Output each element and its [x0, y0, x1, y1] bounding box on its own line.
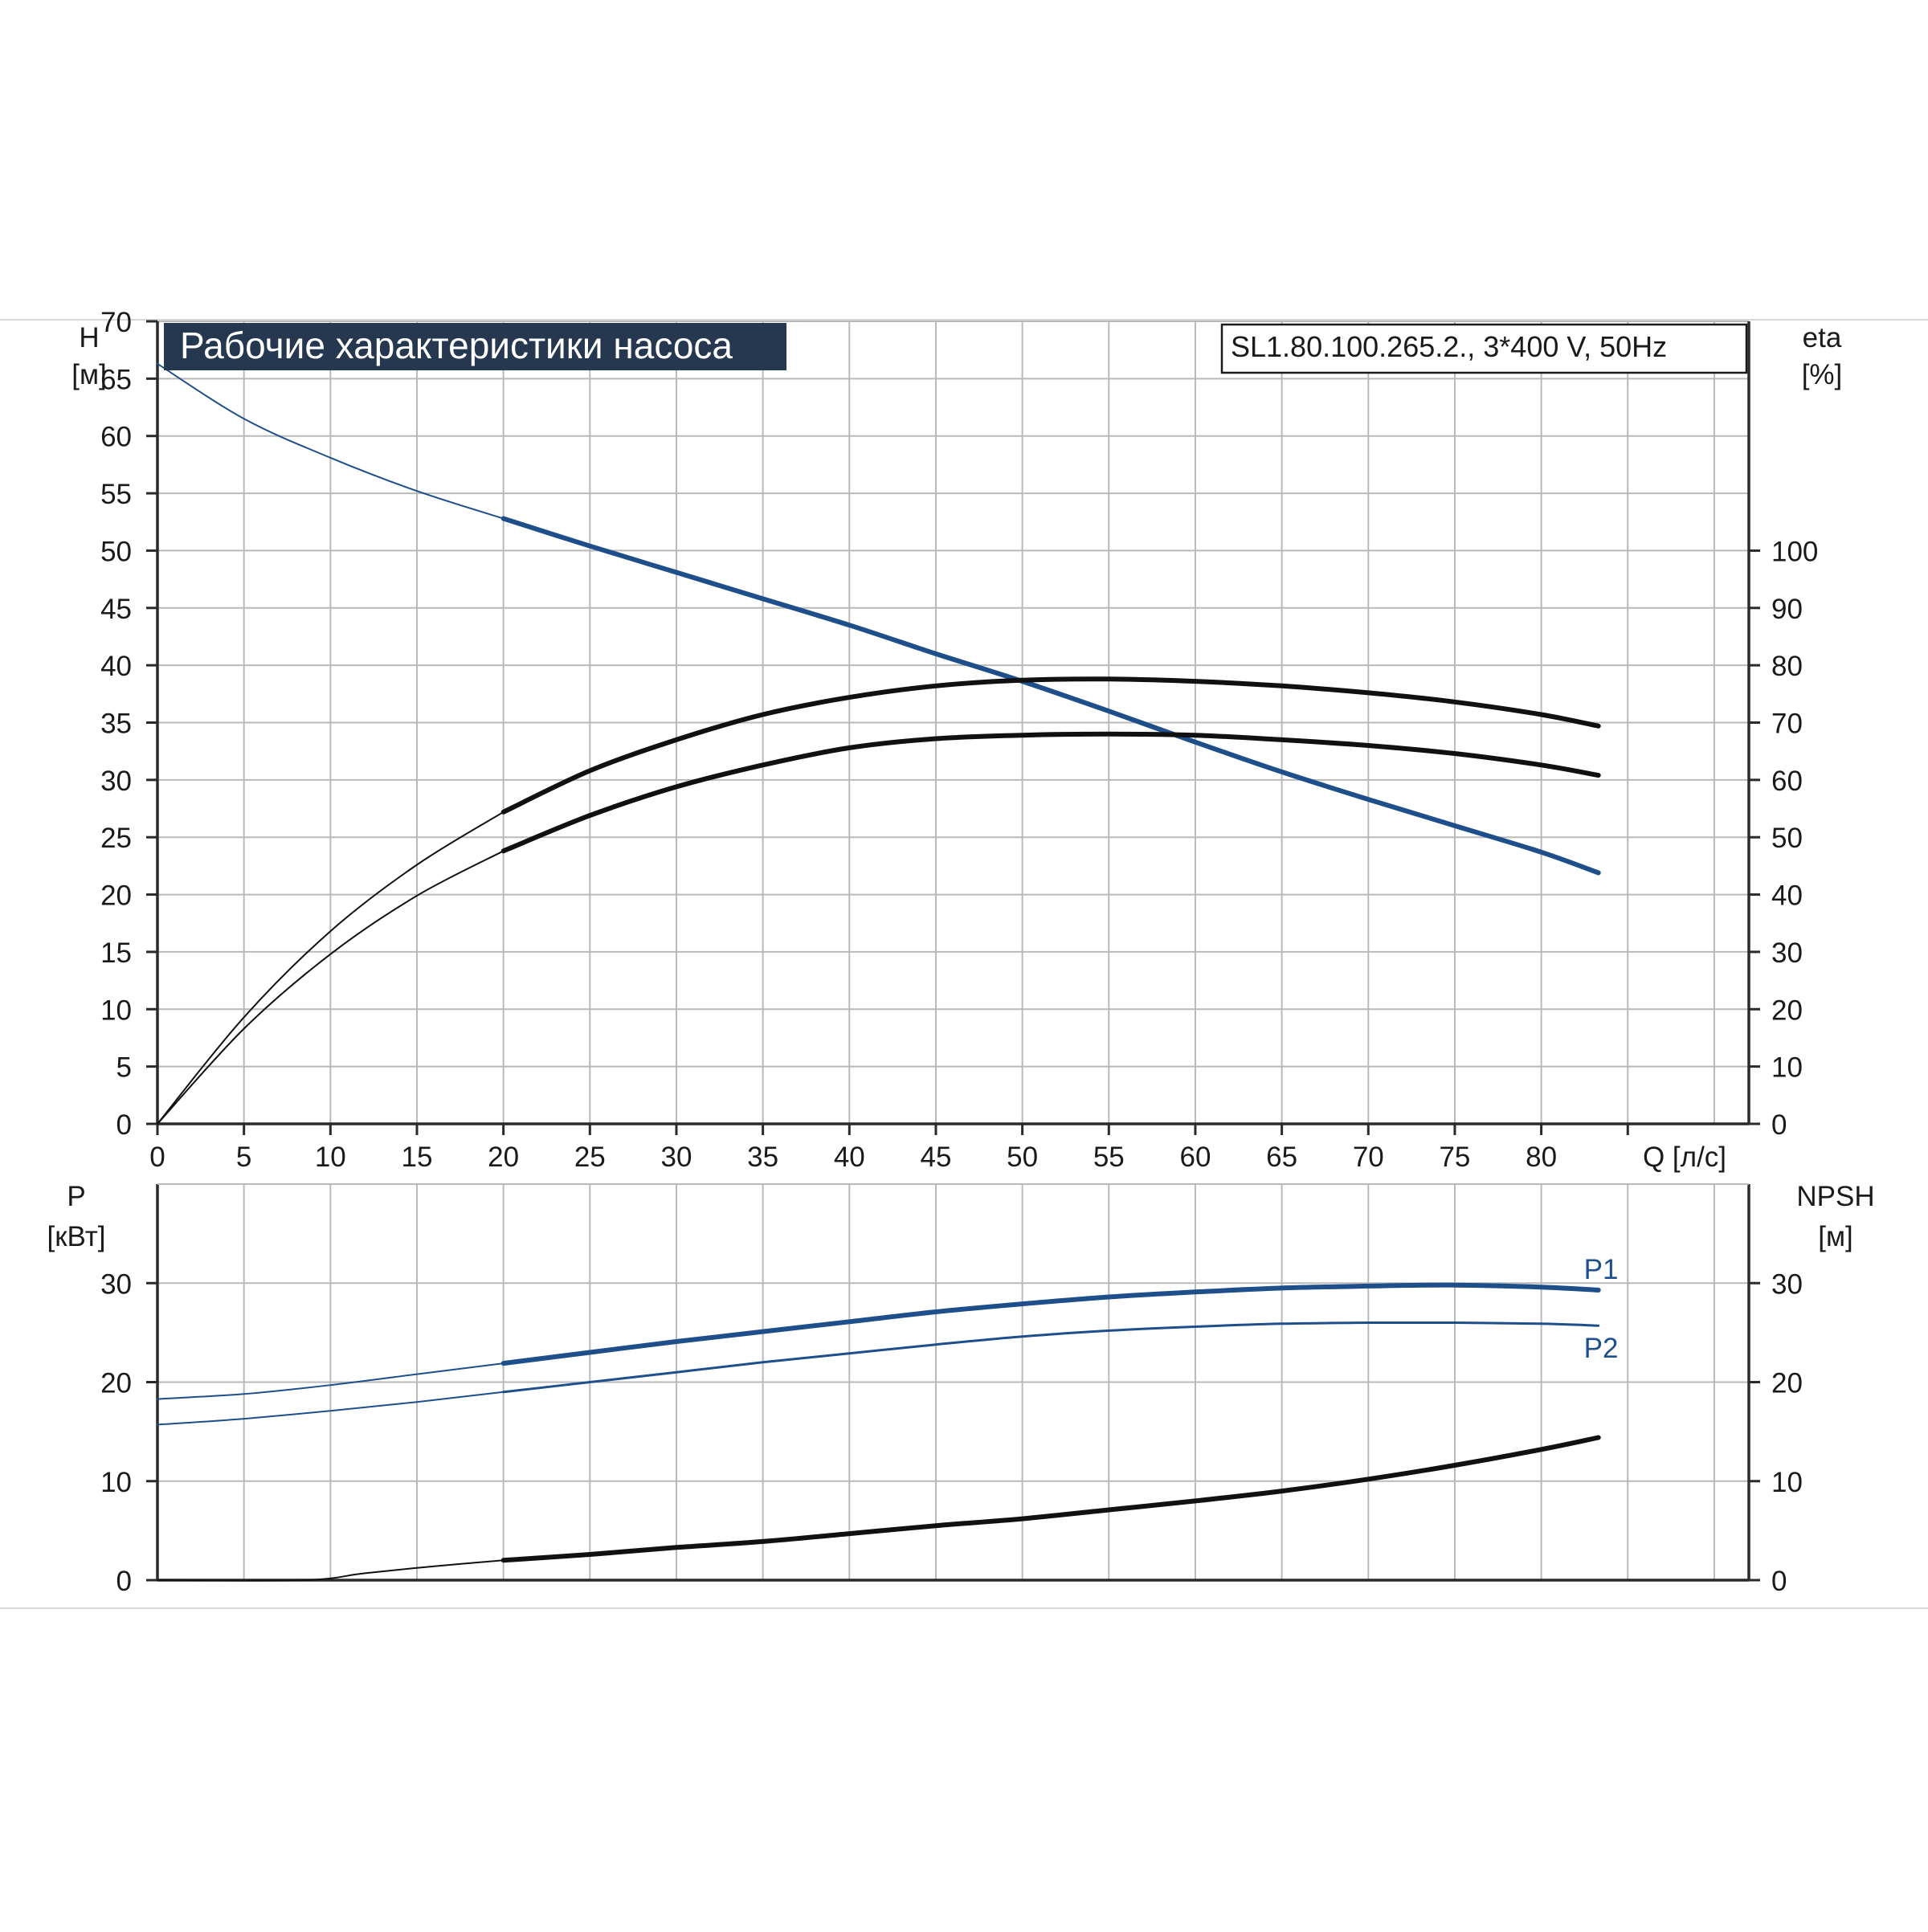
p-axis-unit: [кВт]	[47, 1221, 106, 1252]
grid	[157, 321, 1749, 1580]
q-tick-label: 5	[236, 1142, 251, 1173]
q-tick-label: 20	[488, 1142, 519, 1173]
model-box-border	[1220, 323, 1748, 374]
p2-curve-extrapolated	[157, 1391, 504, 1426]
q-tick-label: 50	[1007, 1142, 1038, 1173]
q-tick-label: 60	[1179, 1142, 1211, 1173]
chart-title-box: Рабочие характеристики насоса	[164, 323, 786, 370]
title-background	[164, 323, 786, 370]
q-tick-label: 70	[1353, 1142, 1384, 1173]
h-tick-label: 5	[116, 1052, 132, 1084]
eta-tick-label: 40	[1771, 880, 1803, 912]
h-tick-label: 35	[100, 709, 132, 740]
q-tick-label: 35	[747, 1142, 778, 1173]
tick-labels: 0510152025303540455055606570010203040506…	[100, 307, 1818, 1597]
q-tick-label: 0	[149, 1142, 165, 1173]
h-tick-label: 30	[100, 766, 132, 797]
npsh-axis-title: NPSH	[1796, 1181, 1874, 1212]
eta-tick-label: 20	[1771, 995, 1803, 1026]
h-tick-label: 60	[100, 422, 132, 453]
q-tick-label: 30	[661, 1142, 692, 1173]
axes	[146, 320, 1760, 1582]
p-tick-label: 10	[100, 1467, 132, 1498]
h-axis-unit: [м]	[71, 359, 107, 390]
q-tick-label: 45	[920, 1142, 951, 1173]
eta-tick-label: 100	[1771, 536, 1818, 567]
p-tick-label: 20	[100, 1368, 132, 1399]
eta-tick-label: 0	[1771, 1109, 1787, 1141]
npsh-tick-label: 0	[1771, 1566, 1787, 1597]
h-tick-label: 40	[100, 651, 132, 682]
h-tick-label: 0	[116, 1109, 132, 1141]
h-tick-label: 50	[100, 536, 132, 567]
eta-tick-label: 90	[1771, 594, 1803, 625]
eta_upper-curve	[500, 676, 1601, 815]
eta-tick-label: 70	[1771, 709, 1803, 740]
h-curve	[500, 516, 1601, 876]
model-box: SL1.80.100.265.2., 3*400 V, 50Hz	[1220, 323, 1748, 374]
q-tick-label: 40	[834, 1142, 865, 1173]
p1-curve	[500, 1282, 1601, 1366]
axis-titles: H [м] eta [%] Q [л/с] P [кВт] NPSH [м]	[47, 322, 1875, 1252]
h-tick-label: 25	[100, 823, 132, 854]
eta-tick-label: 80	[1771, 651, 1803, 682]
q-tick-label: 65	[1266, 1142, 1297, 1173]
p2-curve	[502, 1321, 1600, 1394]
eta-tick-label: 10	[1771, 1052, 1803, 1084]
h-tick-label: 55	[100, 479, 132, 510]
p-axis-title: P	[67, 1181, 85, 1212]
npsh-tick-label: 30	[1771, 1268, 1803, 1300]
p-tick-label: 0	[116, 1566, 132, 1597]
eta-axis-title: eta	[1803, 322, 1842, 353]
eta_lower-curve	[500, 731, 1601, 854]
q-tick-label: 75	[1439, 1142, 1470, 1173]
p2-label: P2	[1584, 1333, 1619, 1364]
h-curve-extrapolated	[157, 362, 504, 520]
eta-axis-unit: [%]	[1802, 359, 1843, 390]
eta_lower-curve-extrapolated	[157, 850, 504, 1125]
eta_upper-curve-extrapolated	[157, 811, 504, 1125]
h-tick-label: 15	[100, 937, 132, 969]
q-tick-label: 10	[315, 1142, 346, 1173]
p-tick-label: 30	[100, 1268, 132, 1300]
chart-title: Рабочие характеристики насоса	[180, 325, 733, 366]
q-tick-label: 55	[1093, 1142, 1125, 1173]
p1-label: P1	[1584, 1254, 1619, 1285]
h-tick-label: 45	[100, 594, 132, 625]
q-tick-label: 15	[402, 1142, 433, 1173]
h-axis-title: H	[79, 322, 99, 353]
series-lines	[157, 362, 1601, 1582]
q-axis-title: Q [л/с]	[1643, 1142, 1726, 1173]
model-label: SL1.80.100.265.2., 3*400 V, 50Hz	[1231, 330, 1667, 363]
q-tick-label: 80	[1526, 1142, 1557, 1173]
eta-tick-label: 60	[1771, 766, 1803, 797]
h-tick-label: 10	[100, 995, 132, 1026]
npsh-tick-label: 10	[1771, 1467, 1803, 1498]
series-labels: P1 P2	[1584, 1254, 1619, 1364]
npsh-tick-label: 20	[1771, 1368, 1803, 1399]
npsh-curve	[500, 1435, 1601, 1563]
h-tick-label: 20	[100, 880, 132, 912]
h-tick-label: 70	[100, 307, 132, 338]
eta-tick-label: 50	[1771, 823, 1803, 854]
npsh-curve-extrapolated	[157, 1559, 504, 1582]
eta-tick-label: 30	[1771, 937, 1803, 969]
h-tick-label: 65	[100, 364, 132, 395]
npsh-axis-unit: [м]	[1818, 1221, 1853, 1252]
q-tick-label: 25	[574, 1142, 606, 1173]
p1-curve-extrapolated	[157, 1362, 504, 1400]
